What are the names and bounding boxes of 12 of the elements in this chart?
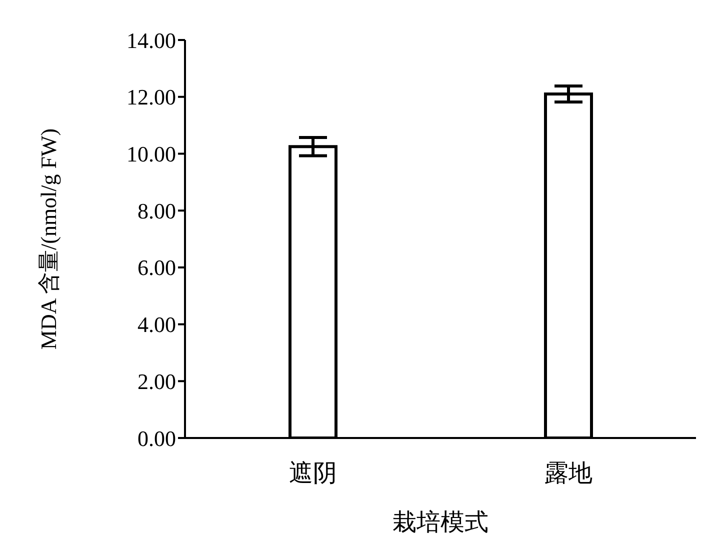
y-tick-label: 14.00 [126, 28, 176, 53]
y-tick-label: 8.00 [138, 198, 176, 224]
y-tick-label: 12.00 [126, 84, 176, 110]
y-tick-label: 2.00 [138, 368, 176, 394]
y-axis-title: MDA 含量/(nmol/g FW) [36, 128, 61, 350]
x-tick-label: 遮阴 [288, 460, 337, 488]
x-axis-title: 栽培模式 [392, 509, 488, 536]
y-tick-label: 4.00 [138, 312, 176, 338]
x-tick-label: 露地 [544, 461, 592, 488]
y-tick-label: 6.00 [138, 255, 176, 280]
y-tick-label: 0.00 [138, 426, 176, 451]
y-tick-label: 10.00 [126, 142, 176, 167]
